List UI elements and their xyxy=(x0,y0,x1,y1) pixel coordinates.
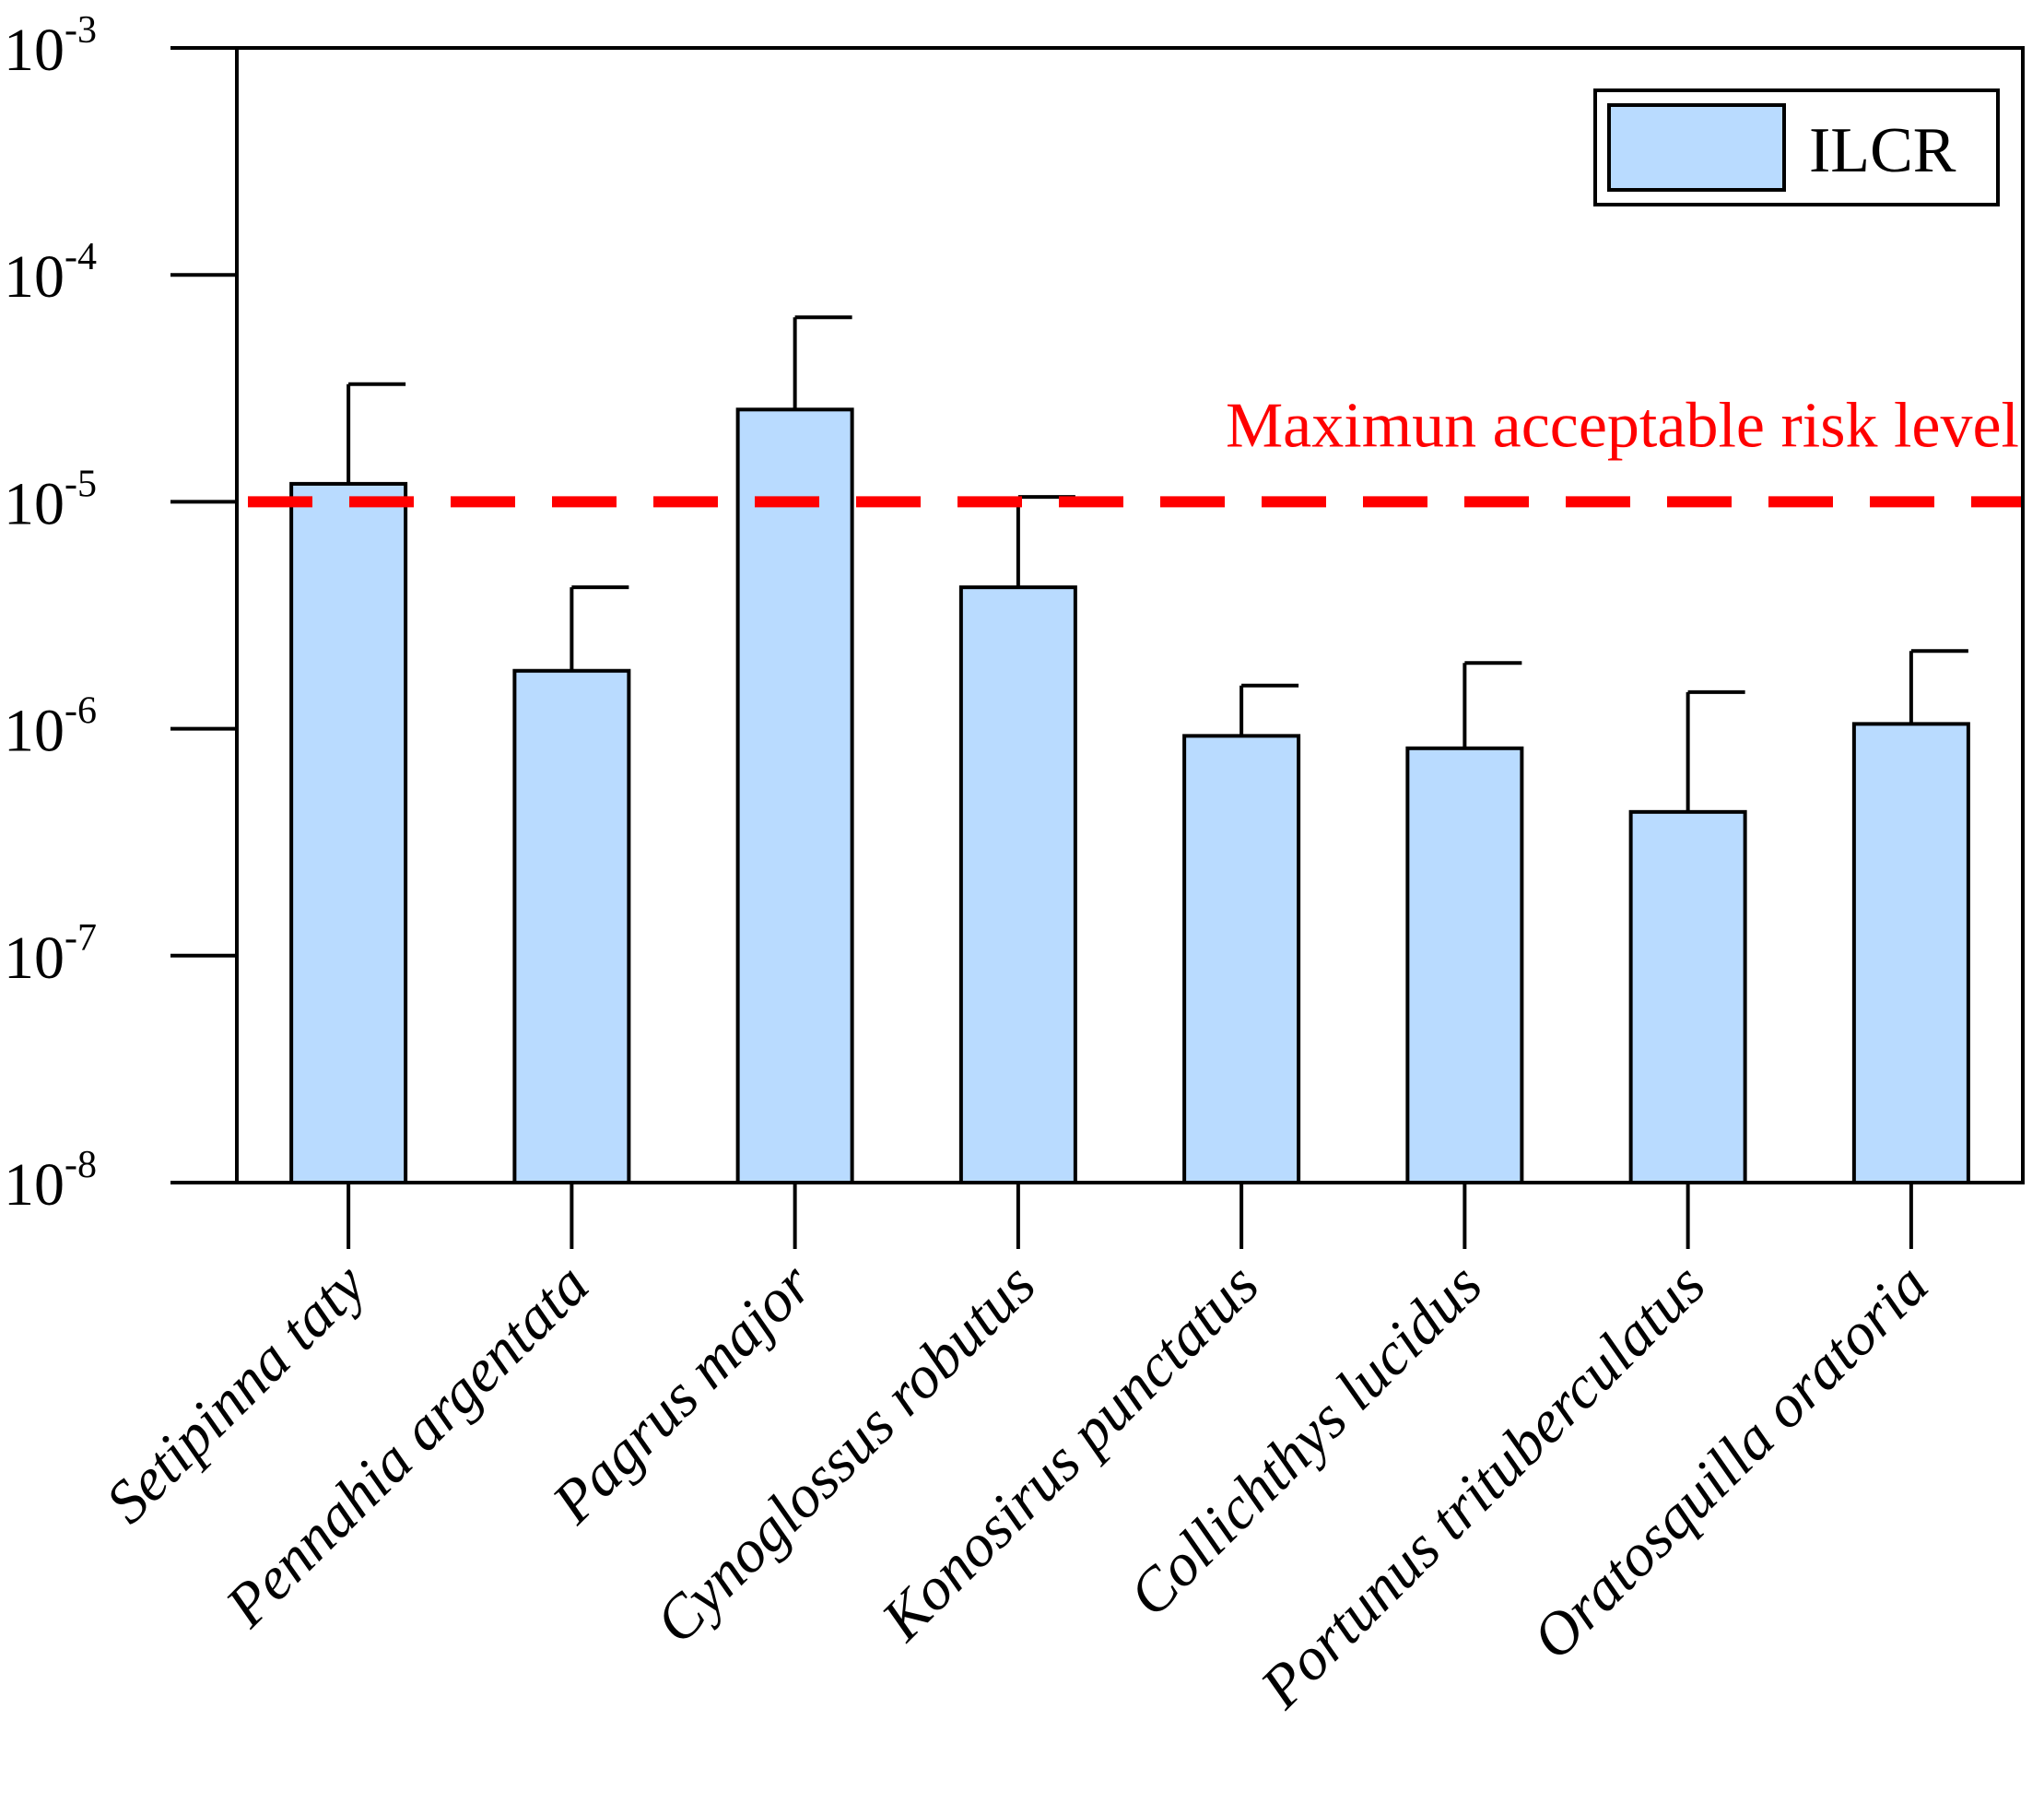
x-tick-label: Pennahia argentata xyxy=(212,1251,602,1641)
legend-swatch xyxy=(1607,103,1786,192)
y-tick-base: 10 xyxy=(4,243,65,311)
bar xyxy=(1628,809,1747,1185)
bar xyxy=(735,407,854,1184)
legend-label: ILCR xyxy=(1809,115,1956,186)
y-tick-exponent: -4 xyxy=(65,236,97,278)
plot-frame xyxy=(235,46,2025,1184)
y-tick-exponent: -8 xyxy=(65,1144,97,1186)
y-axis-ticks: 10-810-710-610-510-410-3 xyxy=(4,9,237,1219)
y-tick-label: 10-8 xyxy=(4,1144,97,1219)
y-tick-base: 10 xyxy=(4,470,65,537)
y-tick-label: 10-6 xyxy=(4,690,97,765)
y-tick-label: 10-7 xyxy=(4,917,97,992)
y-tick-base: 10 xyxy=(4,698,65,765)
threshold-group: Maximun acceptable risk level xyxy=(248,390,2023,508)
x-tick-label: Portunus trituberculatus xyxy=(1247,1251,1718,1722)
bars xyxy=(289,407,1970,1185)
bar xyxy=(1182,734,1301,1184)
y-tick-exponent: -6 xyxy=(65,690,97,733)
x-tick-label: Konosirus punctatus xyxy=(868,1251,1271,1654)
x-tick-label: Oratosquilla oratoria xyxy=(1520,1251,1941,1672)
y-tick-exponent: -7 xyxy=(65,917,97,960)
y-tick-exponent: -5 xyxy=(65,463,97,505)
bar xyxy=(1405,746,1524,1184)
y-tick-exponent: -3 xyxy=(65,9,97,52)
bar xyxy=(512,668,631,1184)
y-tick-label: 10-4 xyxy=(4,236,97,311)
bar xyxy=(1851,722,1970,1184)
legend: ILCR xyxy=(1593,88,2000,206)
y-tick-base: 10 xyxy=(4,925,65,992)
y-tick-base: 10 xyxy=(4,17,65,84)
y-tick-label: 10-5 xyxy=(4,463,97,537)
threshold-label: Maximun acceptable risk level xyxy=(1226,390,2019,461)
x-tick-label: Cynoglossus robutus xyxy=(642,1251,1048,1656)
y-tick-base: 10 xyxy=(4,1151,65,1219)
y-tick-label: 10-3 xyxy=(4,9,97,84)
bar xyxy=(289,481,408,1184)
bar xyxy=(958,585,1077,1184)
